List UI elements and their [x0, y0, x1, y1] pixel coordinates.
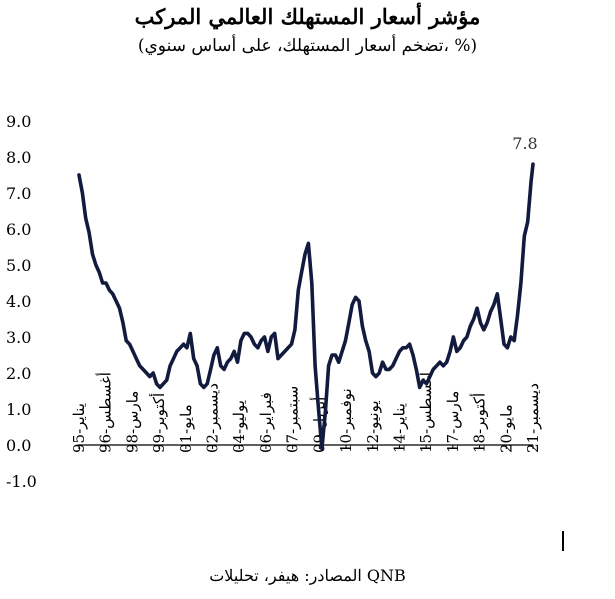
y-axis-ticks: -1.0 0.0 1.0 2.0 3.0 4.0 5.0 6.0 7.0 8.0 9.0	[6, 112, 37, 491]
x-tick-label: فبراير-06	[257, 392, 275, 453]
y-tick-label: 6.0	[6, 220, 31, 239]
y-tick-label: 9.0	[6, 112, 31, 131]
x-tick-label: مايو-20	[497, 404, 515, 453]
chart-title: مؤشر أسعار المستهلك العالمي المركب	[134, 4, 481, 29]
y-tick-label: 7.0	[6, 184, 31, 203]
x-tick-label: مارس-17	[444, 391, 462, 453]
x-tick-label: أغسطس-96	[96, 372, 115, 453]
x-tick-label: مايو-01	[177, 404, 195, 453]
x-tick-label: يناير-95	[70, 403, 88, 453]
x-tick-label: يوليو-04	[230, 400, 248, 453]
x-tick-label: أكتوبر-99	[149, 393, 168, 453]
y-tick-label: 3.0	[6, 328, 31, 347]
chart-subtitle: (تضخم أسعار المستهلك، على أساس سنوي، %)	[137, 36, 478, 56]
series-group	[77, 162, 535, 451]
line-chart: -1.0 0.0 1.0 2.0 3.0 4.0 5.0 6.0 7.0 8.0 9.0 يناير…	[6, 112, 542, 491]
y-tick-label: 4.0	[6, 292, 31, 311]
text-cursor	[562, 531, 564, 551]
y-tick-label: 5.0	[6, 256, 31, 275]
x-axis-ticks: يناير-95 أغسطس-96 مارس-98 أكتوبر-99 مايو-01 د…	[70, 372, 542, 453]
y-tick-label: 2.0	[6, 364, 31, 383]
y-tick-label: -1.0	[6, 472, 37, 491]
x-tick-label: سبتمبر-07	[284, 386, 302, 453]
x-tick-label: ديسمبر-21	[524, 383, 542, 453]
x-tick-label: يناير-14	[390, 403, 408, 453]
annotations: 7.8	[512, 134, 537, 153]
x-tick-label: أكتوبر-18	[470, 393, 489, 453]
x-tick-label: ديسمبر-02	[204, 383, 222, 453]
x-tick-label: نوفمبر-10	[337, 388, 355, 453]
last-value-label: 7.8	[512, 134, 537, 153]
y-tick-label: 8.0	[6, 148, 31, 167]
x-tick-label: أغسطس-15	[416, 372, 435, 453]
y-tick-label: 1.0	[6, 400, 31, 419]
cpi-series-line	[77, 162, 535, 451]
x-tick-label: يونيو-12	[364, 400, 382, 453]
x-tick-label: مارس-98	[123, 391, 141, 453]
y-tick-label: 0.0	[6, 436, 31, 455]
source-note: المصادر: هيفر، تحليلات QNB	[209, 566, 406, 585]
